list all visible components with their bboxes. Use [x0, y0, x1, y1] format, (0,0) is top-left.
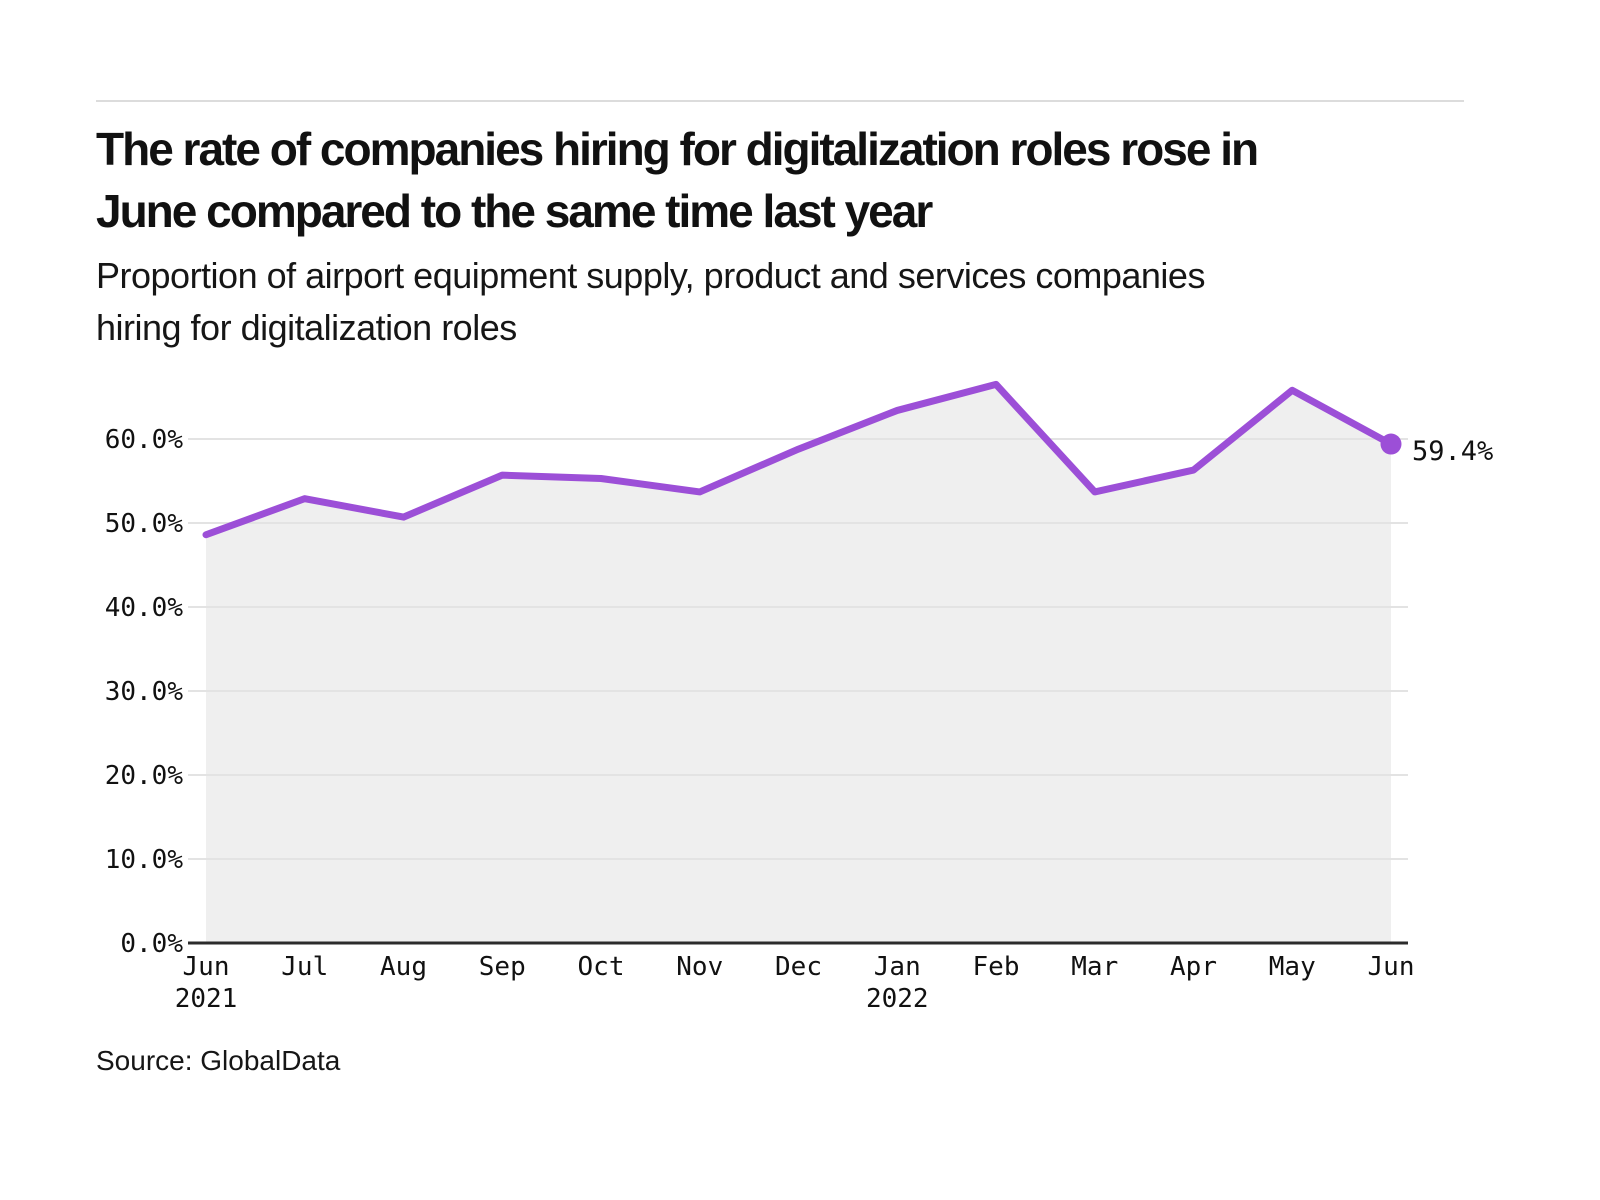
- chart-subtitle-line-2: hiring for digitalization roles: [96, 307, 517, 348]
- x-axis-tick-label: Jul: [281, 952, 328, 982]
- x-axis-tick-label: Jun: [1368, 952, 1415, 982]
- source-attribution: Source: GlobalData: [96, 1045, 341, 1076]
- x-axis-tick-label: May: [1269, 952, 1316, 982]
- chart-title: The rate of companies hiring for digital…: [96, 118, 1556, 242]
- y-axis-tick-label: 30.0%: [105, 677, 184, 707]
- x-axis-tick-label: Sep: [479, 952, 526, 982]
- y-axis-tick-label: 10.0%: [105, 845, 184, 875]
- y-axis-tick-label: 40.0%: [105, 593, 184, 623]
- y-axis-tick-label: 20.0%: [105, 761, 184, 791]
- area-fill: [206, 384, 1391, 943]
- x-axis-tick-label: Aug: [380, 952, 427, 982]
- end-point-dot: [1380, 433, 1402, 455]
- trend-line: [202, 380, 1395, 539]
- x-axis-tick-label: Oct: [578, 952, 625, 982]
- chart-subtitle-line-1: Proportion of airport equipment supply, …: [96, 255, 1205, 296]
- chart-title-line-2: June compared to the same time last year: [96, 185, 933, 237]
- x-axis-tick-label: Jan: [874, 952, 921, 982]
- x-axis-tick-label: Jun: [183, 952, 230, 982]
- x-axis-tick-label: Dec: [775, 952, 822, 982]
- x-axis-tick-label: Mar: [1071, 952, 1118, 982]
- x-axis-year-label: 2022: [866, 984, 929, 1014]
- x-axis-tick-label: Feb: [973, 952, 1020, 982]
- chart-title-line-1: The rate of companies hiring for digital…: [96, 123, 1259, 175]
- x-axis-tick-label: Nov: [676, 952, 723, 982]
- x-axis-year-label: 2021: [175, 984, 238, 1014]
- y-axis-tick-label: 50.0%: [105, 509, 184, 539]
- end-value-label: 59.4%: [1412, 436, 1493, 467]
- top-divider-rule: [96, 100, 1464, 102]
- y-axis-tick-label: 0.0%: [120, 929, 183, 959]
- chart-subtitle: Proportion of airport equipment supply, …: [96, 250, 1516, 354]
- y-axis-tick-label: 60.0%: [105, 425, 184, 455]
- x-axis-tick-label: Apr: [1170, 952, 1217, 982]
